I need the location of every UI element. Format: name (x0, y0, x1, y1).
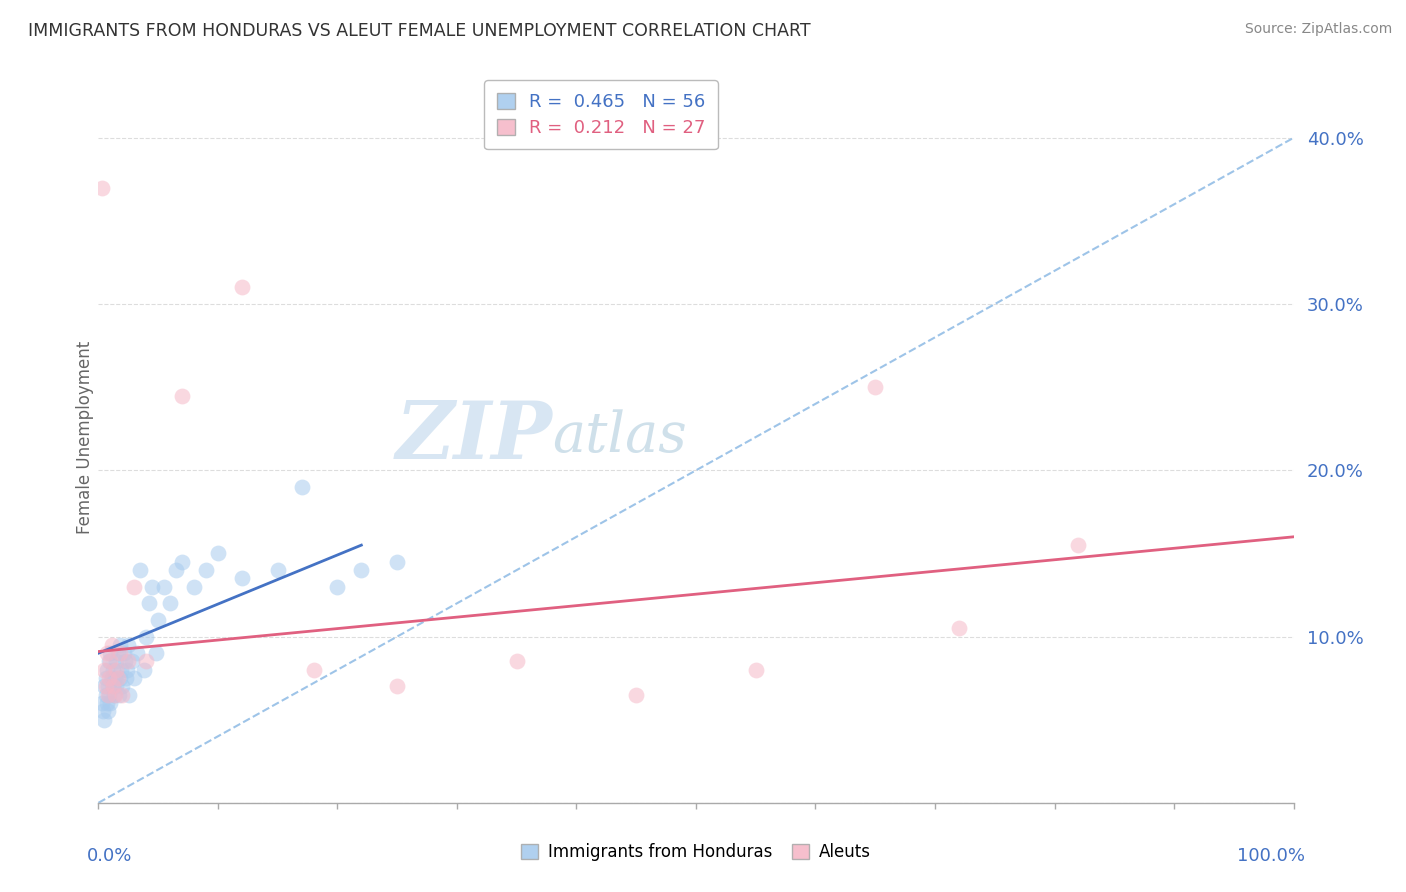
Point (108, 638, 131, 652)
Text: ZIP: ZIP (395, 399, 553, 475)
Point (108, 646, 131, 660)
Point (115, 671, 138, 685)
Point (97, 680, 120, 694)
Point (135, 655, 157, 669)
Point (153, 580, 176, 594)
Point (159, 596, 181, 610)
Point (138, 596, 160, 610)
Point (115, 663, 138, 677)
Point (745, 663, 768, 677)
Point (91, 696, 114, 710)
Point (111, 688, 134, 702)
Point (183, 580, 205, 594)
Point (91, 180, 114, 194)
Point (117, 638, 139, 652)
Point (101, 663, 124, 677)
Point (172, 555, 194, 569)
Point (94, 680, 117, 694)
Point (97, 688, 120, 702)
Y-axis label: Female Unemployment: Female Unemployment (76, 341, 94, 533)
Point (124, 671, 146, 685)
Point (98, 646, 122, 660)
Point (98, 696, 122, 710)
Point (94, 671, 117, 685)
Point (231, 280, 253, 294)
Point (291, 480, 314, 494)
Point (105, 680, 128, 694)
Point (302, 663, 325, 677)
Text: 100.0%: 100.0% (1237, 847, 1306, 864)
Point (98, 655, 121, 669)
Point (98, 688, 121, 702)
Point (1067, 538, 1090, 552)
Point (110, 663, 132, 677)
Point (326, 580, 349, 594)
Point (132, 663, 155, 677)
Point (105, 655, 128, 669)
Point (104, 671, 127, 685)
Point (121, 655, 143, 669)
Legend: Immigrants from Honduras, Aleuts: Immigrants from Honduras, Aleuts (515, 837, 877, 868)
Point (107, 671, 129, 685)
Point (141, 580, 163, 594)
Point (117, 655, 139, 669)
Point (948, 621, 970, 635)
Point (267, 563, 290, 577)
Point (93, 680, 115, 694)
Point (626, 688, 648, 702)
Point (107, 646, 129, 660)
Text: 0.0%: 0.0% (87, 847, 132, 864)
Point (100, 671, 122, 685)
Point (135, 630, 157, 644)
Point (96, 646, 118, 660)
Text: Source: ZipAtlas.com: Source: ZipAtlas.com (1244, 22, 1392, 37)
Point (125, 646, 148, 660)
Point (97, 705, 120, 719)
Point (94, 688, 117, 702)
Point (172, 388, 194, 402)
Point (195, 563, 218, 577)
Point (124, 580, 146, 594)
Point (165, 563, 187, 577)
Point (207, 546, 229, 560)
Point (93, 663, 115, 677)
Point (145, 646, 167, 660)
Point (112, 646, 135, 660)
Point (105, 663, 128, 677)
Point (91, 705, 114, 719)
Point (96, 696, 118, 710)
Point (108, 671, 131, 685)
Point (350, 563, 373, 577)
Point (96, 663, 118, 677)
Point (103, 688, 125, 702)
Point (114, 655, 136, 669)
Point (98, 671, 121, 685)
Point (111, 680, 134, 694)
Text: IMMIGRANTS FROM HONDURAS VS ALEUT FEMALE UNEMPLOYMENT CORRELATION CHART: IMMIGRANTS FROM HONDURAS VS ALEUT FEMALE… (28, 22, 811, 40)
Point (107, 688, 129, 702)
Point (129, 563, 152, 577)
Point (118, 688, 141, 702)
Point (100, 638, 122, 652)
Point (101, 680, 124, 694)
Point (865, 380, 887, 394)
Point (506, 655, 529, 669)
Point (101, 680, 124, 694)
Point (148, 613, 170, 627)
Point (231, 571, 253, 585)
Point (98, 655, 122, 669)
Point (93, 713, 115, 727)
Text: atlas: atlas (553, 409, 688, 465)
Point (104, 688, 127, 702)
Point (385, 680, 409, 694)
Point (385, 555, 409, 569)
